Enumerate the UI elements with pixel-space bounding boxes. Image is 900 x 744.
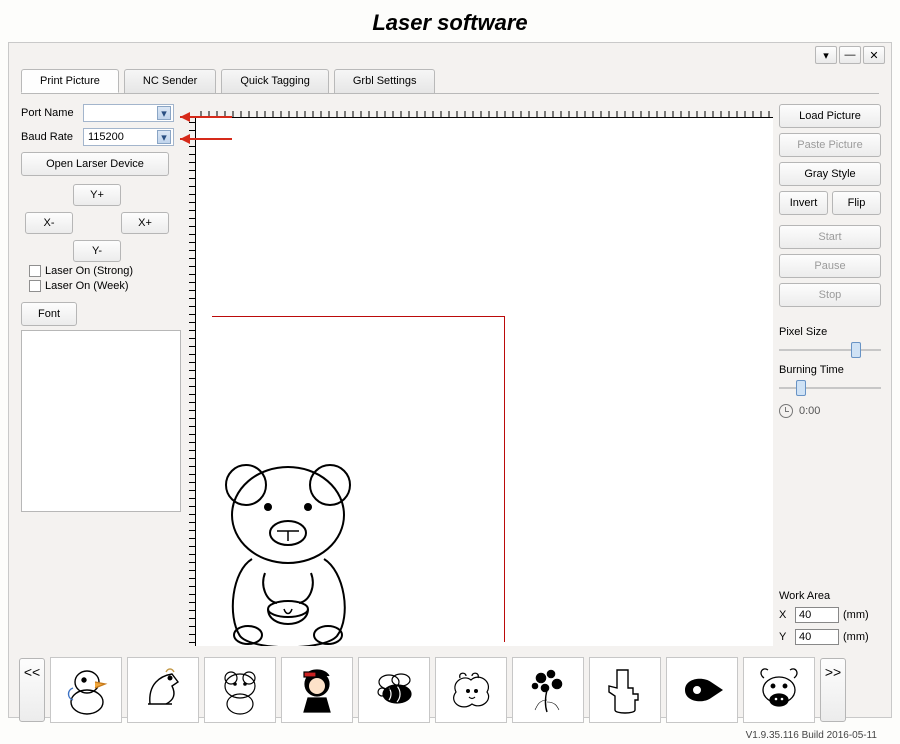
thumb-finger[interactable] <box>589 657 661 723</box>
thumb-character[interactable] <box>281 657 353 723</box>
jog-y-minus-button[interactable]: Y- <box>73 240 121 262</box>
canvas-area <box>180 102 773 646</box>
tab-print-picture[interactable]: Print Picture <box>21 69 119 93</box>
burning-time-slider[interactable] <box>779 378 881 398</box>
minimize-icon[interactable]: — <box>839 46 861 64</box>
chevron-down-icon: ▾ <box>157 106 171 120</box>
chevron-down-icon: ▾ <box>157 130 171 144</box>
baud-rate-value: 115200 <box>88 131 124 143</box>
stop-button[interactable]: Stop <box>779 283 881 307</box>
pause-button[interactable]: Pause <box>779 254 881 278</box>
preview-image <box>212 451 367 646</box>
dropdown-window-icon[interactable]: ▾ <box>815 46 837 64</box>
jog-x-minus-button[interactable]: X- <box>25 212 73 234</box>
burning-time-label: Burning Time <box>779 364 881 376</box>
ruler-top <box>196 102 773 118</box>
checkbox-icon <box>29 265 41 277</box>
gray-style-button[interactable]: Gray Style <box>779 162 881 186</box>
right-panel: Load Picture Paste Picture Gray Style In… <box>773 94 891 654</box>
thumb-bull[interactable] <box>743 657 815 723</box>
app-window: ▾ — ✕ Print Picture NC Sender Quick Tagg… <box>8 42 892 718</box>
baud-rate-combo[interactable]: 115200 ▾ <box>83 128 174 146</box>
laser-strong-label: Laser On (Strong) <box>45 265 133 277</box>
start-button[interactable]: Start <box>779 225 881 249</box>
work-area-y-input[interactable] <box>795 629 839 645</box>
thumb-bear[interactable] <box>204 657 276 723</box>
thumbnail-strip: << <box>19 654 881 726</box>
tab-nc-sender[interactable]: NC Sender <box>124 69 216 93</box>
x-axis-label: X <box>779 609 791 621</box>
preview-canvas[interactable] <box>196 118 773 646</box>
thumbs-prev-button[interactable]: << <box>19 658 45 722</box>
port-name-combo[interactable]: ▾ <box>83 104 174 122</box>
jog-y-plus-button[interactable]: Y+ <box>73 184 121 206</box>
work-area-label: Work Area <box>779 590 881 602</box>
laser-strong-checkbox[interactable]: Laser On (Strong) <box>29 265 174 277</box>
jog-pad: Y+ X- X+ Y- <box>25 184 175 262</box>
thumb-horse[interactable] <box>127 657 199 723</box>
tab-quick-tagging[interactable]: Quick Tagging <box>221 69 329 93</box>
pixel-size-slider[interactable] <box>779 340 881 360</box>
title-bar: ▾ — ✕ <box>9 43 891 67</box>
baud-rate-label: Baud Rate <box>21 131 83 143</box>
paste-picture-button[interactable]: Paste Picture <box>779 133 881 157</box>
unit-label: (mm) <box>843 631 869 643</box>
elapsed-time: 0:00 <box>779 404 881 418</box>
pixel-size-label: Pixel Size <box>779 326 881 338</box>
thumb-point[interactable] <box>666 657 738 723</box>
open-laser-device-button[interactable]: Open Larser Device <box>21 152 169 176</box>
font-button[interactable]: Font <box>21 302 77 326</box>
log-textarea[interactable] <box>21 330 181 512</box>
slider-thumb-icon <box>851 342 861 358</box>
ruler-left <box>180 118 196 646</box>
checkbox-icon <box>29 280 41 292</box>
thumb-sheep[interactable] <box>435 657 507 723</box>
tab-bar: Print Picture NC Sender Quick Tagging Gr… <box>21 69 891 93</box>
elapsed-time-value: 0:00 <box>799 405 820 417</box>
thumb-duck[interactable] <box>50 657 122 723</box>
y-axis-label: Y <box>779 631 791 643</box>
flip-button[interactable]: Flip <box>832 191 881 215</box>
slider-thumb-icon <box>796 380 806 396</box>
jog-x-plus-button[interactable]: X+ <box>121 212 169 234</box>
page-title: Laser software <box>0 0 900 42</box>
clock-icon <box>779 404 793 418</box>
load-picture-button[interactable]: Load Picture <box>779 104 881 128</box>
tab-grbl-settings[interactable]: Grbl Settings <box>334 69 436 93</box>
thumb-bee[interactable] <box>358 657 430 723</box>
laser-week-checkbox[interactable]: Laser On (Week) <box>29 280 174 292</box>
unit-label: (mm) <box>843 609 869 621</box>
port-name-label: Port Name <box>21 107 83 119</box>
invert-button[interactable]: Invert <box>779 191 828 215</box>
left-panel: Port Name ▾ Baud Rate 115200 ▾ Open Lars… <box>9 94 184 654</box>
laser-week-label: Laser On (Week) <box>45 280 129 292</box>
version-label: V1.9.35.116 Build 2016-05-11 <box>9 726 891 741</box>
work-area-x-input[interactable] <box>795 607 839 623</box>
thumb-flowers[interactable] <box>512 657 584 723</box>
close-icon[interactable]: ✕ <box>863 46 885 64</box>
thumbs-next-button[interactable]: >> <box>820 658 846 722</box>
